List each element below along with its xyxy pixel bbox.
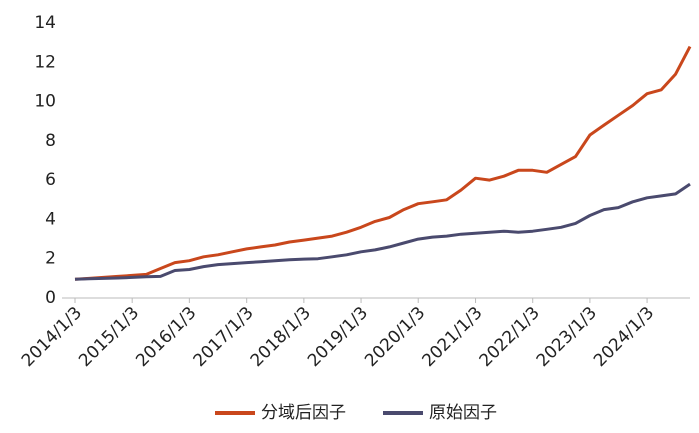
y-tick-label: 8	[45, 131, 56, 151]
y-tick-label: 0	[45, 288, 56, 308]
y-tick-label: 10	[34, 92, 56, 112]
x-tick-label: 2016/1/3	[132, 303, 200, 371]
legend-label: 分域后因子	[261, 403, 346, 423]
data-line	[74, 45, 692, 281]
x-tick-label: 2019/1/3	[304, 303, 372, 371]
x-tick-label: 2022/1/3	[476, 303, 544, 371]
y-tick-label: 6	[45, 170, 56, 190]
y-tick-label: 14	[34, 13, 56, 33]
x-tick-label: 2018/1/3	[247, 303, 315, 371]
legend-label: 原始因子	[429, 403, 497, 423]
x-tick-label: 2021/1/3	[418, 303, 486, 371]
y-tick-label: 12	[34, 52, 56, 72]
y-tick-label: 4	[45, 209, 56, 229]
x-tick-label: 2015/1/3	[75, 303, 143, 371]
y-tick-label: 2	[45, 249, 56, 269]
x-tick-label: 2023/1/3	[533, 303, 601, 371]
x-tick-label: 2014/1/3	[18, 303, 86, 371]
x-tick-label: 2024/1/3	[590, 303, 658, 371]
x-tick-label: 2017/1/3	[190, 303, 258, 371]
data-line	[74, 182, 691, 281]
x-tick-label: 2020/1/3	[361, 303, 429, 371]
